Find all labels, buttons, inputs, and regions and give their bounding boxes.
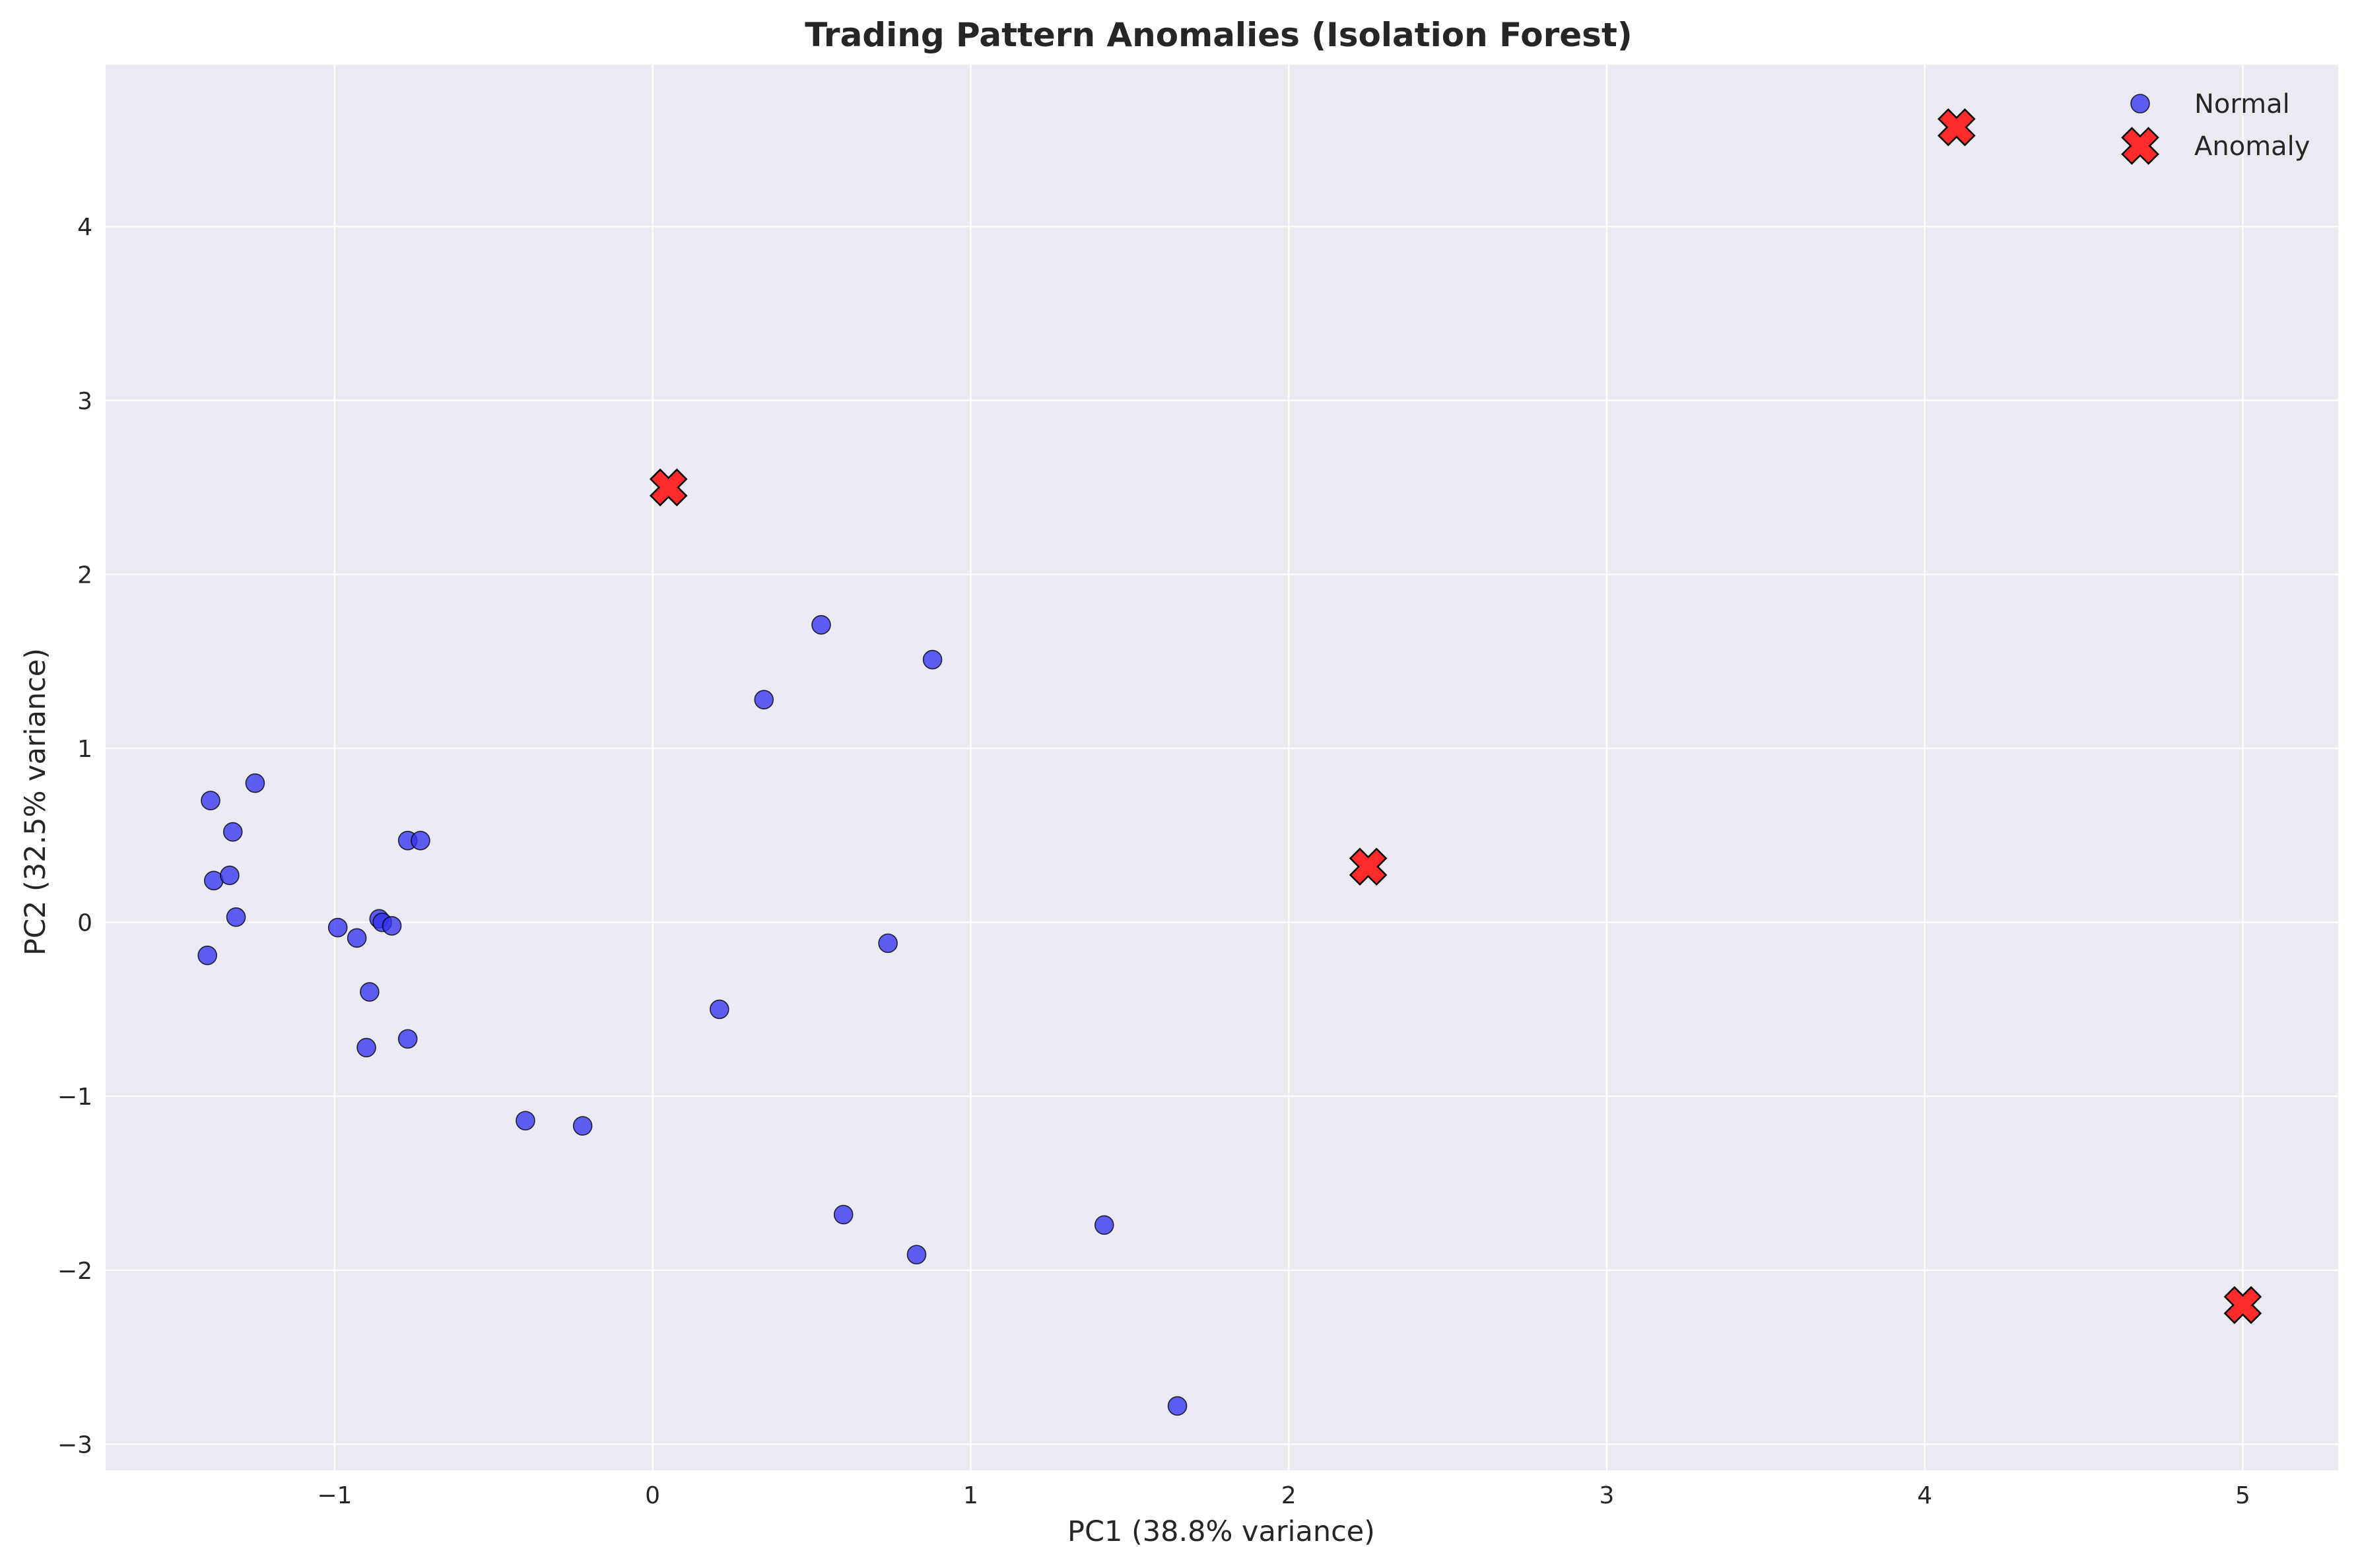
- normal-point: [516, 1111, 535, 1130]
- normal-point: [572, 1116, 593, 1136]
- normal-point: [710, 999, 729, 1020]
- normal-point: [811, 615, 831, 635]
- x-tick-label: 1: [963, 1482, 978, 1509]
- y-tick-label: 0: [77, 910, 92, 937]
- legend-label-normal: Normal: [2194, 89, 2290, 119]
- legend-marker-normal: [2130, 94, 2150, 114]
- x-axis-label: PC1 (38.8% variance): [1067, 1515, 1375, 1548]
- y-tick-label: −2: [57, 1258, 92, 1285]
- normal-point: [833, 1204, 854, 1225]
- y-tick-label: 3: [77, 388, 92, 415]
- y-tick-label: 1: [77, 736, 92, 763]
- data-points: [197, 108, 2262, 1416]
- normal-point: [226, 907, 246, 927]
- legend-label-anomaly: Anomaly: [2194, 131, 2310, 162]
- normal-point: [878, 933, 898, 954]
- grid-lines: [106, 65, 2338, 1470]
- normal-point: [754, 690, 774, 709]
- normal-point: [382, 916, 402, 936]
- y-tick-label: 4: [77, 214, 92, 241]
- plot-area: [106, 65, 2338, 1470]
- normal-point: [922, 649, 943, 670]
- y-axis-ticks: −3 −2 −1 0 1 2 3 4: [57, 214, 92, 1458]
- anomaly-point: [649, 468, 688, 507]
- normal-point: [411, 830, 430, 851]
- normal-point: [222, 822, 243, 842]
- x-tick-label: −1: [317, 1482, 352, 1509]
- x-tick-label: 2: [1281, 1482, 1297, 1509]
- legend-anomaly-icon: [2121, 127, 2159, 165]
- anomaly-point: [1349, 847, 1388, 886]
- x-tick-label: 0: [645, 1482, 660, 1509]
- anomaly-point: [1937, 108, 1976, 147]
- normal-point: [360, 982, 380, 1002]
- normal-point: [245, 773, 265, 793]
- x-tick-label: 3: [1599, 1482, 1614, 1509]
- x-tick-label: 4: [1917, 1482, 1932, 1509]
- legend-normal-icon: [2130, 94, 2150, 114]
- chart-title: Trading Pattern Anomalies (Isolation For…: [805, 16, 1632, 54]
- normal-point: [220, 865, 240, 886]
- normal-point: [201, 791, 220, 810]
- normal-point: [397, 1029, 418, 1049]
- normal-point: [906, 1245, 927, 1264]
- normal-point: [197, 945, 217, 965]
- y-tick-label: −3: [57, 1431, 92, 1458]
- normal-point: [1167, 1396, 1188, 1416]
- y-tick-label: −1: [57, 1084, 92, 1111]
- normal-point: [327, 917, 348, 938]
- legend: Normal Anomaly: [2121, 89, 2310, 165]
- y-tick-label: 2: [77, 562, 92, 589]
- normal-point: [347, 928, 367, 948]
- normal-point: [1094, 1215, 1114, 1235]
- anomaly-point: [2223, 1286, 2262, 1324]
- x-axis-ticks: −1 0 1 2 3 4 5: [317, 1482, 2250, 1509]
- legend-marker-anomaly: [2121, 127, 2159, 165]
- x-tick-label: 5: [2235, 1482, 2250, 1509]
- y-axis-label: PC2 (32.5% variance): [19, 648, 52, 956]
- normal-point: [356, 1037, 376, 1058]
